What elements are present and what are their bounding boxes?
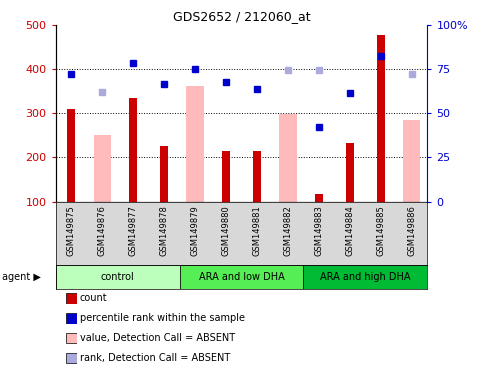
Bar [222,151,230,202]
Bar [377,35,385,202]
Text: ARA and low DHA: ARA and low DHA [199,272,284,282]
Text: GSM149880: GSM149880 [222,205,230,255]
Text: GSM149883: GSM149883 [314,205,324,256]
Text: GSM149875: GSM149875 [67,205,75,255]
Text: GSM149876: GSM149876 [98,205,107,256]
Bar [280,114,297,202]
Text: ARA and high DHA: ARA and high DHA [320,272,411,282]
Bar [56,265,180,289]
Bar [253,151,261,202]
Text: control: control [100,272,134,282]
Text: GSM149881: GSM149881 [253,205,261,255]
Bar [186,86,203,202]
Bar [346,143,354,202]
Text: agent ▶: agent ▶ [2,272,41,282]
Text: GSM149886: GSM149886 [408,205,416,256]
Text: GSM149878: GSM149878 [159,205,169,256]
Bar [180,265,303,289]
Text: GSM149879: GSM149879 [190,205,199,255]
Bar [315,194,323,202]
Bar [67,109,75,202]
Bar [94,136,111,202]
Text: rank, Detection Call = ABSENT: rank, Detection Call = ABSENT [80,353,230,363]
Text: count: count [80,293,107,303]
Text: value, Detection Call = ABSENT: value, Detection Call = ABSENT [80,333,235,343]
Text: GSM149884: GSM149884 [345,205,355,255]
Bar [160,146,168,202]
Bar [303,265,427,289]
Text: GSM149882: GSM149882 [284,205,293,255]
Text: GDS2652 / 212060_at: GDS2652 / 212060_at [173,10,310,23]
Bar [403,120,421,202]
Bar [129,98,137,202]
Text: percentile rank within the sample: percentile rank within the sample [80,313,245,323]
Text: GSM149877: GSM149877 [128,205,138,256]
Text: GSM149885: GSM149885 [376,205,385,255]
